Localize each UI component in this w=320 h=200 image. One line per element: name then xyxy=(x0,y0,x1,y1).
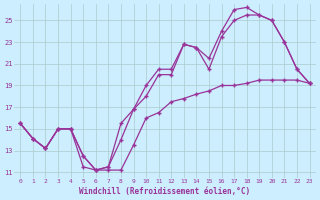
X-axis label: Windchill (Refroidissement éolien,°C): Windchill (Refroidissement éolien,°C) xyxy=(79,187,251,196)
